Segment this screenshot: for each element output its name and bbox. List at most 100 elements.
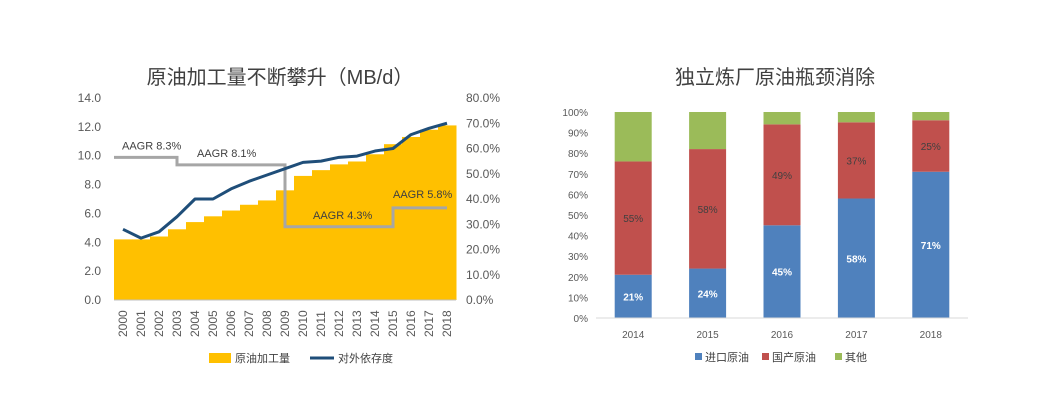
right-x-tick-label: 2016 [771, 330, 794, 341]
left-y-tick-label: 8.0 [84, 178, 101, 192]
right-y-axis: 0% 10% 20% 30% 40% 50% 60% 70% 80% 90% 100% [562, 108, 588, 325]
stacked-bars: 21% 55% 24% 58% 45% 49% 58% 37% 71% 25% [614, 112, 950, 318]
right-y-tick-label: 100% [562, 108, 588, 119]
processing-volume-step [222, 210, 241, 300]
bar-segment [689, 112, 727, 150]
bar-data-label: 45% [772, 268, 792, 279]
left-y-tick-label: 6.0 [84, 206, 101, 220]
legend-label-dependence: 对外依存度 [338, 351, 393, 365]
left-y2-tick-label: 70.0% [466, 116, 500, 130]
processing-volume-step [186, 222, 205, 300]
bar-data-label: 24% [698, 289, 718, 300]
bar-data-label: 71% [921, 241, 941, 252]
left-y-tick-label: 12.0 [78, 120, 102, 134]
left-x-tick-label: 2011 [314, 311, 328, 337]
left-y2-tick-label: 50.0% [466, 167, 500, 181]
left-x-tick-label: 2000 [116, 310, 130, 337]
processing-volume-step [402, 136, 421, 300]
right-y-tick-label: 70% [568, 170, 588, 181]
right-y-tick-label: 90% [568, 129, 588, 140]
processing-volume-step [132, 239, 151, 300]
right-x-tick-label: 2018 [920, 330, 943, 341]
left-y-axis: 0.0 2.0 4.0 6.0 8.0 10.0 12.0 14.0 [78, 91, 102, 307]
processing-volume-step [150, 236, 169, 300]
bar-data-label: 37% [846, 156, 866, 167]
processing-volume-step [240, 204, 259, 300]
legend-swatch [695, 353, 702, 360]
processing-volume-step [438, 125, 457, 301]
bar-segment [763, 124, 801, 226]
processing-volume-step [204, 216, 223, 300]
left-x-tick-label: 2015 [386, 310, 400, 337]
left-x-tick-label: 2008 [260, 310, 274, 337]
right-y-tick-label: 40% [568, 232, 588, 243]
right-x-axis: 2014 2015 2016 2017 2018 [596, 317, 968, 341]
processing-volume-step [258, 200, 277, 300]
left-legend: 原油加工量 对外依存度 [209, 351, 393, 365]
bar-data-label: 55% [623, 214, 643, 225]
left-x-tick-label: 2013 [350, 310, 364, 337]
bar-segment [763, 225, 801, 318]
left-y2-tick-label: 80.0% [466, 91, 500, 105]
left-x-tick-label: 2003 [170, 310, 184, 337]
bar-data-label: 21% [623, 292, 643, 303]
left-y2-tick-label: 10.0% [466, 268, 500, 282]
bar-data-label: 58% [698, 205, 718, 216]
bar-segment [763, 112, 801, 125]
left-x-axis: 2000 2001 2002 2003 2004 2005 2006 2007 2008 2009… [114, 299, 456, 337]
bar-data-label: 58% [846, 254, 866, 265]
left-x-tick-label: 2014 [368, 310, 382, 337]
right-y-tick-label: 60% [568, 190, 588, 201]
bar-data-label: 25% [921, 142, 941, 153]
left-x-tick-label: 2004 [188, 310, 202, 337]
right-x-tick-label: 2017 [845, 330, 868, 341]
left-x-tick-label: 2007 [242, 310, 256, 337]
bar-segment [689, 149, 727, 269]
left-x-tick-label: 2001 [134, 310, 148, 337]
aagr-annotations: AAGR 8.3% AAGR 8.1% AAGR 4.3% AAGR 5.8% [114, 140, 453, 229]
dependence-line-layer [122, 121, 448, 240]
processing-volume-step [312, 170, 331, 300]
right-y-tick-label: 10% [568, 293, 588, 304]
left-x-tick-label: 2009 [278, 310, 292, 337]
left-y-tick-label: 14.0 [78, 91, 102, 105]
right-x-tick-label: 2015 [696, 330, 719, 341]
left-y2-tick-label: 30.0% [466, 217, 500, 231]
legend-label: 进口原油 [705, 350, 749, 364]
left-x-tick-label: 2017 [422, 310, 436, 337]
bar-segment [837, 112, 875, 123]
bar-segment [614, 161, 652, 275]
bar-segment [837, 122, 875, 199]
left-x-tick-label: 2018 [440, 310, 454, 337]
left-x-tick-label: 2016 [404, 310, 418, 337]
processing-volume-step [330, 164, 349, 300]
right-legend: 进口原油 国产原油 其他 [695, 350, 867, 364]
legend-label: 国产原油 [772, 350, 816, 364]
right-y-tick-label: 0% [574, 314, 589, 325]
legend-label: 其他 [845, 351, 867, 364]
left-x-tick-label: 2002 [152, 310, 166, 337]
bar-segment [689, 268, 727, 318]
bar-data-label: 49% [772, 171, 792, 182]
legend-swatch [762, 353, 769, 360]
left-x-tick-label: 2010 [296, 310, 310, 337]
processing-volume-step [114, 239, 133, 300]
left-x-tick-label: 2012 [332, 310, 346, 337]
processing-volume-step [420, 129, 439, 300]
left-y2-tick-label: 20.0% [466, 243, 500, 257]
legend-label-processing: 原油加工量 [235, 351, 290, 365]
right-chart: 独立炼厂原油瓶颈消除 0% 10% 20% 30% 40% 50% 60% 70% 80% 90%… [562, 66, 968, 364]
right-y-tick-label: 80% [568, 149, 588, 160]
left-y-tick-label: 4.0 [84, 235, 101, 249]
left-y-tick-label: 2.0 [84, 264, 101, 278]
aagr-label: AAGR 8.3% [122, 140, 182, 152]
legend-swatch-processing [209, 353, 231, 363]
bar-segment [614, 274, 652, 318]
bar-segment [837, 198, 875, 318]
left-y2-tick-label: 0.0% [466, 293, 494, 307]
bar-segment [912, 120, 950, 172]
bar-segment [614, 112, 652, 162]
right-y-tick-label: 20% [568, 273, 588, 284]
left-x-tick-label: 2005 [206, 310, 220, 337]
